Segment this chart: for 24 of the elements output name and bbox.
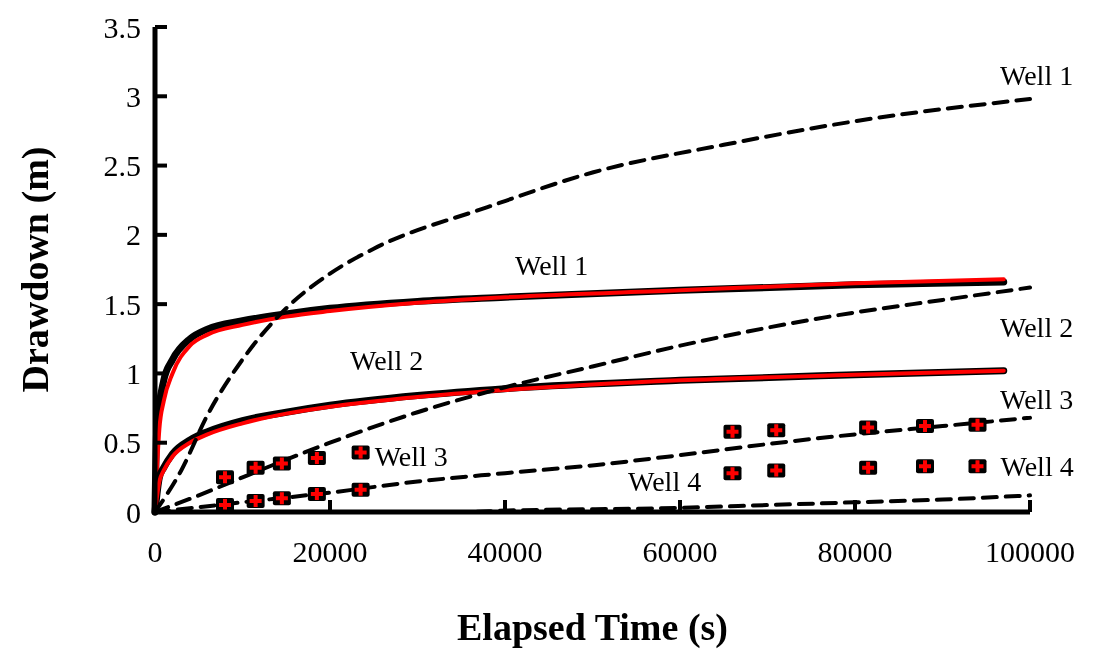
y-tick-label: 2 [126, 218, 141, 252]
x-tick-label: 80000 [817, 535, 893, 568]
x-tick-label: 0 [147, 535, 163, 568]
series-label: Well 3 [374, 440, 448, 472]
x-axis-title: Elapsed Time (s) [457, 606, 728, 649]
y-tick-label: 1.5 [103, 287, 141, 321]
x-tick-label: 100000 [985, 535, 1075, 568]
series-label: Well 1 [1000, 59, 1074, 91]
x-tick-label: 40000 [467, 535, 543, 568]
x-tick-label: 60000 [642, 535, 718, 568]
y-tick-label: 3 [126, 79, 141, 113]
series-label: Well 3 [1000, 384, 1074, 416]
series-label: Well 1 [515, 249, 589, 281]
series-label: Well 4 [1000, 450, 1074, 482]
y-tick-label: 2.5 [103, 149, 141, 183]
y-tick-label: 0 [126, 495, 141, 529]
y-axis-title: Drawdown (m) [14, 146, 57, 393]
y-tick-label: 0.5 [103, 426, 141, 460]
x-tick-label: 20000 [292, 535, 368, 568]
y-tick-label: 3.5 [103, 10, 141, 44]
y-tick-label: 1 [126, 356, 141, 390]
series-label: Well 2 [350, 344, 424, 376]
series-label: Well 2 [1000, 312, 1074, 344]
series-label: Well 4 [628, 466, 702, 498]
